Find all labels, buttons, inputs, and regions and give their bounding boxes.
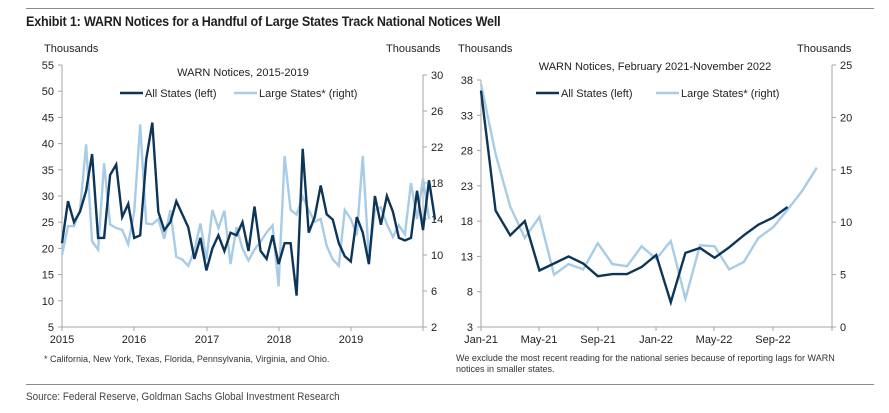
legend: All States (left) Large States* (right): [536, 88, 779, 100]
x-tick-label: May-22: [696, 334, 733, 346]
x-tick-label: May-21: [521, 334, 558, 346]
right-y-tick-label: 5: [840, 270, 846, 282]
right-y-tick-label: 10: [431, 250, 443, 262]
series-line-large-states: [60, 124, 431, 287]
left-y-tick-label: 13: [461, 251, 473, 263]
right-axis-unit-label: Thousands: [797, 43, 852, 55]
left-y-tick-label: 50: [42, 86, 54, 98]
right-y-tick-label: 10: [840, 217, 852, 229]
x-tick-label: 2016: [122, 334, 146, 346]
left-y-tick-label: 25: [42, 217, 54, 229]
left-y-tick-label: 10: [42, 296, 54, 308]
x-tick-label: Jan-22: [639, 334, 673, 346]
right-footnote: We exclude the most recent reading for t…: [456, 353, 835, 374]
right-y-tick-label: 15: [840, 165, 852, 177]
left-y-tick-label: 5: [48, 322, 54, 334]
right-y-tick-label: 0: [840, 322, 846, 334]
legend-label-large-states: Large States* (right): [259, 88, 357, 100]
bottom-rule: [26, 384, 874, 385]
left-axis-unit-label: Thousands: [44, 43, 99, 55]
legend-label-large-states: Large States* (right): [681, 88, 779, 100]
left-y-tick-label: 28: [461, 146, 473, 158]
left-y-tick-label: 38: [461, 75, 473, 87]
left-y-tick-label: 30: [42, 191, 54, 203]
right-y-tick-label: 20: [840, 112, 852, 124]
legend-label-all-states: All States (left): [561, 88, 633, 100]
right-y-tick-label: 6: [431, 286, 437, 298]
x-tick-label: 2017: [195, 334, 219, 346]
left-y-tick-label: 18: [461, 216, 473, 228]
right-y-tick-label: 18: [431, 178, 443, 190]
left-y-tick-label: 45: [42, 112, 54, 124]
exhibit-title: Exhibit 1: WARN Notices for a Handful of…: [26, 14, 501, 29]
right-y-tick-label: 22: [431, 142, 443, 154]
left-y-tick-label: 35: [42, 165, 54, 177]
right-axis-unit-label: Thousands: [386, 43, 441, 55]
left-y-tick-label: 8: [467, 287, 473, 299]
x-tick-label: 2019: [339, 334, 363, 346]
series-line-large-states: [479, 83, 818, 304]
left-footnote: * California, New York, Texas, Florida, …: [44, 354, 330, 364]
left-axis-unit-label: Thousands: [458, 43, 513, 55]
source-note: Source: Federal Reserve, Goldman Sachs G…: [26, 391, 340, 403]
chart-title: WARN Notices, February 2021-November 202…: [539, 61, 772, 73]
right-y-tick-label: 25: [840, 60, 852, 72]
left-y-tick-label: 33: [461, 110, 473, 122]
legend-label-all-states: All States (left): [145, 88, 217, 100]
x-tick-label: Sep-21: [580, 334, 615, 346]
x-tick-label: Sep-22: [755, 334, 790, 346]
legend: All States (left) Large States* (right): [120, 88, 357, 100]
right-y-tick-label: 30: [431, 70, 443, 82]
x-tick-label: 2015: [50, 334, 74, 346]
series-line-all-states: [479, 90, 789, 307]
left-y-tick-label: 40: [42, 139, 54, 151]
top-rule: [26, 8, 874, 9]
chart-panel-2: Thousands Thousands3813182328333805101520…: [458, 43, 852, 346]
left-y-tick-label: 55: [42, 60, 54, 72]
chart-panel-1: Thousands Thousands 5 10 15 20 25 30 35 40 45 50 55 2…: [42, 43, 444, 346]
left-y-tick-label: 3: [467, 322, 473, 334]
right-y-tick-label: 26: [431, 106, 443, 118]
x-tick-label: Jan-21: [464, 334, 498, 346]
left-y-tick-label: 23: [461, 181, 473, 193]
right-y-tick-label: 2: [431, 322, 437, 334]
right-y-tick-label: 14: [431, 214, 443, 226]
x-tick-label: 2018: [267, 334, 291, 346]
left-y-tick-label: 15: [42, 270, 54, 282]
left-y-tick-label: 20: [42, 243, 54, 255]
chart-title: WARN Notices, 2015-2019: [177, 67, 309, 79]
